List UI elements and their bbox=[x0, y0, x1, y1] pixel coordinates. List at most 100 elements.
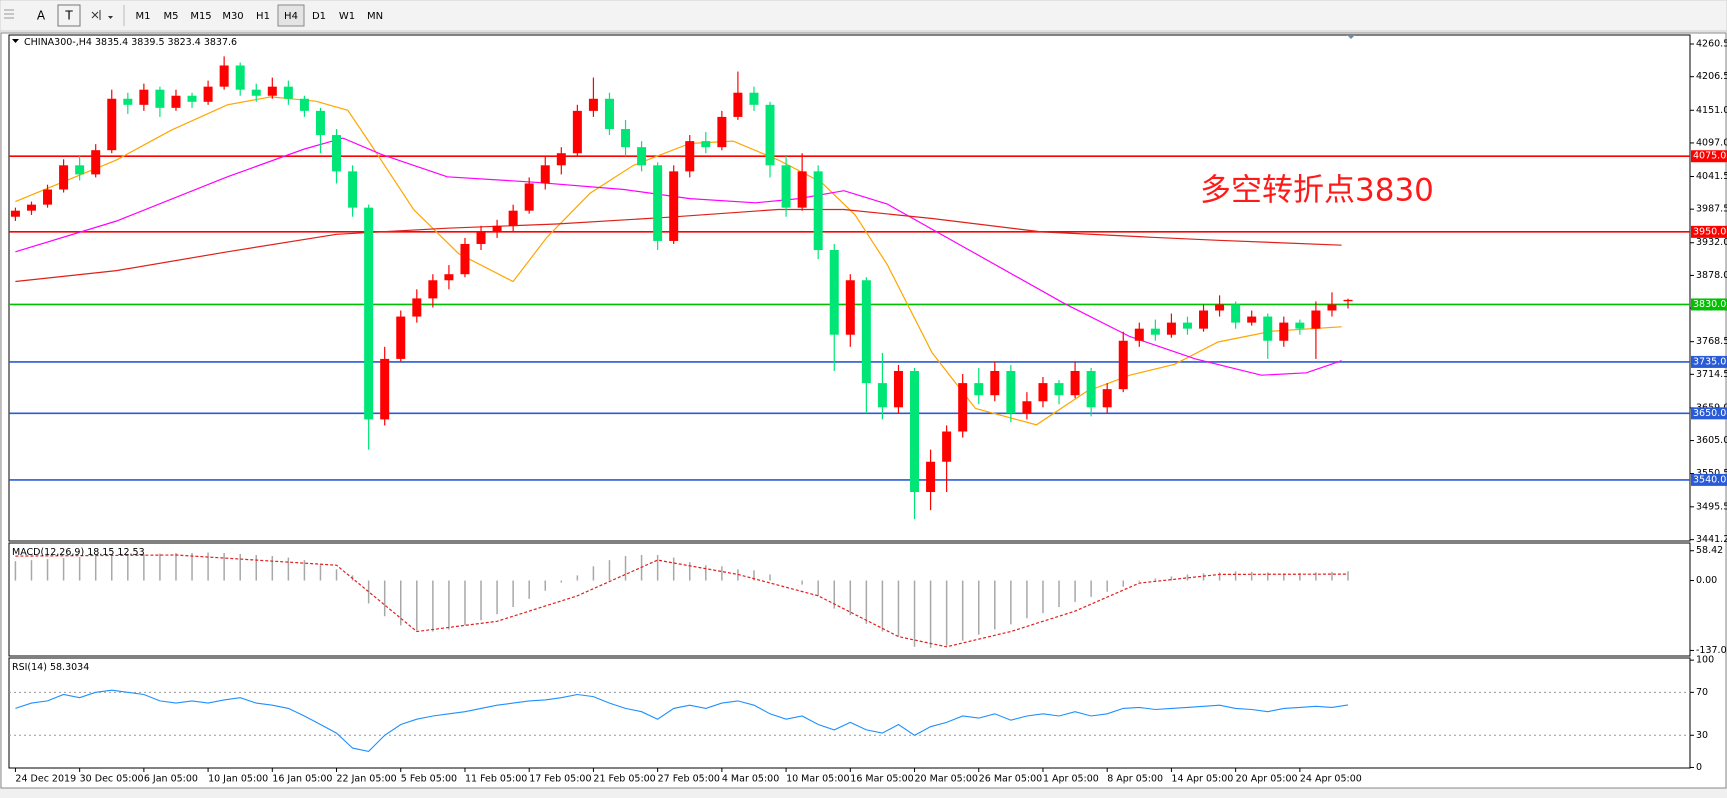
candle-body bbox=[1022, 401, 1032, 414]
header-value: 3839.5 bbox=[131, 37, 164, 48]
candle-body bbox=[588, 98, 598, 111]
x-tick-label: 4 Mar 05:00 bbox=[722, 774, 779, 785]
level-label: 3650.0 bbox=[1693, 408, 1726, 419]
y-tick-label: 3932.0 bbox=[1696, 237, 1727, 248]
candle-body bbox=[155, 89, 165, 108]
panel-frame bbox=[8, 657, 1691, 769]
timeframe-label[interactable]: M1 bbox=[136, 11, 151, 22]
candle-body bbox=[781, 165, 791, 208]
candle-body bbox=[91, 150, 101, 175]
candle-body bbox=[428, 280, 438, 299]
candle-body bbox=[701, 141, 711, 148]
x-tick-label: 30 Dec 05:00 bbox=[80, 774, 144, 785]
y-tick-label: 4151.0 bbox=[1696, 105, 1727, 116]
candle-body bbox=[1311, 310, 1321, 329]
y-tick-label: 30 bbox=[1696, 730, 1708, 741]
timeframe-label[interactable]: H4 bbox=[284, 11, 298, 22]
candle-body bbox=[1231, 304, 1241, 323]
candle-body bbox=[604, 98, 614, 130]
timeframe-label[interactable]: M5 bbox=[164, 11, 179, 22]
candle-body bbox=[508, 210, 518, 226]
candle-body bbox=[893, 371, 903, 408]
candle-body bbox=[717, 116, 727, 148]
tool-icon bbox=[91, 10, 101, 20]
y-tick-label: 3441.25 bbox=[1696, 534, 1727, 545]
candle-body bbox=[364, 207, 374, 420]
tool-dropdown bbox=[108, 16, 113, 19]
level-tag bbox=[1691, 298, 1727, 311]
x-tick-label: 11 Feb 05:00 bbox=[465, 774, 527, 785]
candle-body bbox=[556, 153, 566, 166]
y-tick-label: 3495.5 bbox=[1696, 501, 1727, 512]
rsi-line bbox=[15, 689, 1349, 752]
level-label: 4075.0 bbox=[1693, 151, 1726, 162]
y-tick-label: 58.42 bbox=[1696, 545, 1723, 556]
level-tag bbox=[1691, 150, 1727, 163]
timeframe-button[interactable] bbox=[277, 4, 305, 27]
panel-frame bbox=[8, 542, 1691, 657]
y-tick-label: 4041.5 bbox=[1696, 171, 1727, 182]
candle-body bbox=[1038, 383, 1048, 402]
candle-body bbox=[332, 135, 342, 172]
annotation: 多空转折点3830 bbox=[1200, 173, 1434, 209]
y-tick-label: 3605.0 bbox=[1696, 435, 1727, 446]
candle-body bbox=[540, 165, 550, 184]
candle-body bbox=[797, 171, 807, 208]
candle-body bbox=[283, 86, 293, 99]
signal-line bbox=[15, 554, 1349, 648]
candle-body bbox=[412, 298, 422, 317]
timeframe-label[interactable]: M30 bbox=[222, 11, 243, 22]
timeframe-label[interactable]: M15 bbox=[190, 11, 211, 22]
chart-header: CHINA300-,H4 3835.4 3839.5 3823.4 3837.6 bbox=[24, 37, 237, 48]
candle-body bbox=[235, 65, 245, 90]
candle-body bbox=[877, 383, 887, 408]
candle-body bbox=[348, 171, 358, 208]
shift-marker bbox=[1347, 35, 1355, 39]
candle-body bbox=[444, 274, 454, 281]
macd-value: 18.15 bbox=[87, 547, 114, 558]
y-tick-label: 3878.0 bbox=[1696, 270, 1727, 281]
chart-window bbox=[0, 32, 1727, 789]
timeframe-label[interactable]: MN bbox=[367, 11, 383, 22]
indicator-header: MACD(12,26,9) 18.15 12.53 bbox=[12, 547, 145, 558]
candle-body bbox=[203, 86, 213, 102]
tool-label[interactable]: A bbox=[37, 9, 46, 23]
candle-body bbox=[1199, 310, 1209, 329]
timeframe-label[interactable]: W1 bbox=[339, 11, 355, 22]
candle-body bbox=[187, 95, 197, 102]
y-tick-label: 3714.5 bbox=[1696, 369, 1727, 380]
y-tick-label: 4206.5 bbox=[1696, 71, 1727, 82]
timeframe-label[interactable]: D1 bbox=[312, 11, 326, 22]
rsi-value: 58.3034 bbox=[50, 662, 89, 673]
candle-body bbox=[958, 383, 968, 432]
candle-body bbox=[396, 316, 406, 359]
timeframe-label[interactable]: H1 bbox=[256, 11, 270, 22]
candle-body bbox=[1054, 383, 1064, 396]
tool-label[interactable]: T bbox=[64, 9, 73, 23]
signal-value: 12.53 bbox=[117, 547, 144, 558]
candle-body bbox=[219, 65, 229, 87]
candle-body bbox=[829, 250, 839, 335]
candle-body bbox=[669, 171, 679, 241]
candle-body bbox=[572, 110, 582, 154]
candle-body bbox=[733, 92, 743, 117]
x-tick-label: 26 Mar 05:00 bbox=[979, 774, 1042, 785]
x-tick-label: 22 Jan 05:00 bbox=[337, 774, 397, 785]
collapse-arrow bbox=[12, 39, 19, 43]
level-label: 3735.0 bbox=[1693, 356, 1726, 367]
x-tick-label: 16 Jan 05:00 bbox=[272, 774, 332, 785]
x-tick-label: 6 Jan 05:00 bbox=[144, 774, 198, 785]
candle-body bbox=[942, 431, 952, 462]
candle-body bbox=[861, 280, 871, 384]
y-tick-label: 4260.5 bbox=[1696, 39, 1727, 50]
candle-body bbox=[251, 89, 261, 96]
y-tick-label: 3768.5 bbox=[1696, 336, 1727, 347]
candle-body bbox=[476, 231, 486, 244]
candle-body bbox=[926, 461, 936, 492]
candle-body bbox=[910, 371, 920, 492]
tool-button[interactable] bbox=[57, 4, 81, 27]
candle-body bbox=[1006, 371, 1016, 414]
x-tick-label: 14 Apr 05:00 bbox=[1171, 774, 1233, 785]
candle-body bbox=[1279, 322, 1289, 341]
candle-body bbox=[1247, 316, 1257, 323]
